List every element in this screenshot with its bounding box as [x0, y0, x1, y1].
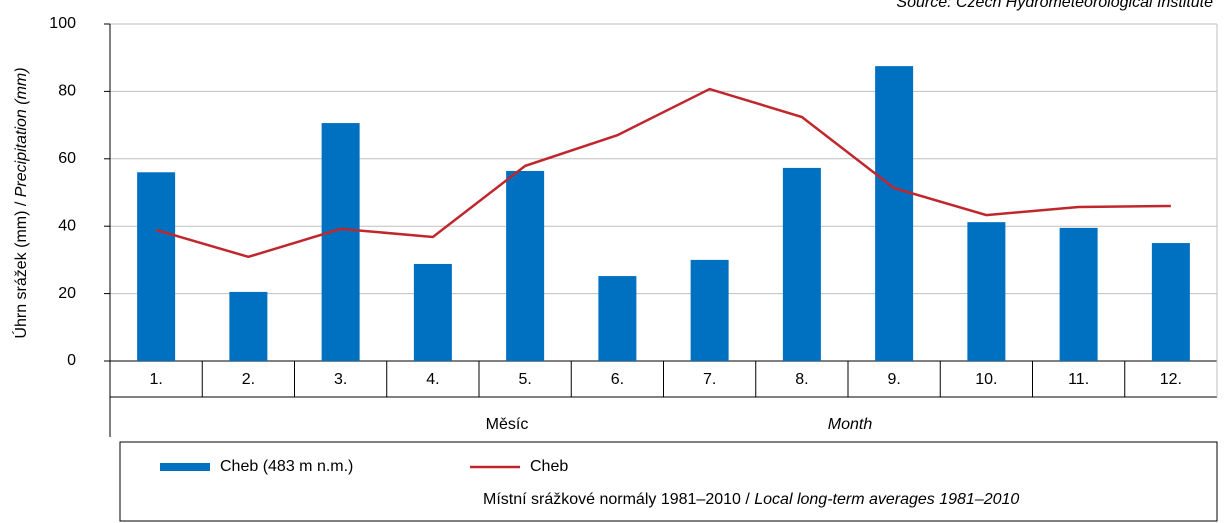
- source: Source: Czech Hydrometeorological Instit…: [896, 0, 1213, 11]
- y-tick-label: 20: [58, 285, 76, 302]
- legend-note-cz: Místní srážkové normály 1981–2010 /: [483, 491, 754, 508]
- legend-label: Cheb: [530, 458, 568, 475]
- x-tick-label: 10.: [975, 371, 997, 388]
- x-tick-label: 11.: [1068, 371, 1089, 388]
- y-label-en: Precipitation (mm): [13, 67, 30, 197]
- bar: [967, 222, 1006, 361]
- x-tick-label: 6.: [611, 371, 624, 388]
- bar: [321, 123, 360, 361]
- x-tick-label: 8.: [795, 371, 808, 388]
- bar: [506, 170, 545, 361]
- y-tick-label: 0: [67, 352, 76, 369]
- x-tick-label: 9.: [887, 371, 900, 388]
- x-tick-label: 12.: [1160, 371, 1182, 388]
- x-axis-label: Měsíc: [486, 416, 529, 433]
- x-tick-label: 2.: [242, 371, 255, 388]
- y-axis-label: Úhrn srážek (mm) / Precipitation (mm): [11, 67, 30, 338]
- y-tick-label: 40: [58, 217, 76, 234]
- legend-box: [119, 441, 1218, 522]
- x-tick-label: 3.: [334, 371, 347, 388]
- x-tick-label: 5.: [518, 371, 531, 388]
- x-tick-label: 7.: [703, 371, 716, 388]
- x-tick-label: 4.: [426, 371, 439, 388]
- bar: [413, 263, 452, 361]
- bar: [229, 291, 268, 361]
- x-tick-label: 1.: [149, 371, 162, 388]
- bar: [1151, 243, 1190, 361]
- legend-swatch: [160, 463, 210, 471]
- bar: [782, 167, 821, 361]
- bar: [598, 276, 637, 361]
- y-tick-label: 100: [49, 15, 76, 32]
- bar: [1059, 227, 1098, 361]
- x-axis-label-en: Month: [828, 416, 873, 433]
- bar: [875, 66, 914, 361]
- legend-note-en: Local long-term averages 1981–2010: [754, 491, 1019, 508]
- line: [155, 87, 1171, 259]
- y-label-cz: Úhrn srážek (mm) /: [11, 197, 30, 338]
- bar: [690, 259, 729, 361]
- legend-label: Cheb (483 m n.m.): [220, 458, 353, 475]
- y-tick-label: 60: [58, 150, 76, 167]
- y-tick-label: 80: [58, 83, 76, 100]
- bar: [137, 172, 176, 361]
- legend-note: Místní srážkové normály 1981–2010 / Loca…: [483, 491, 1019, 508]
